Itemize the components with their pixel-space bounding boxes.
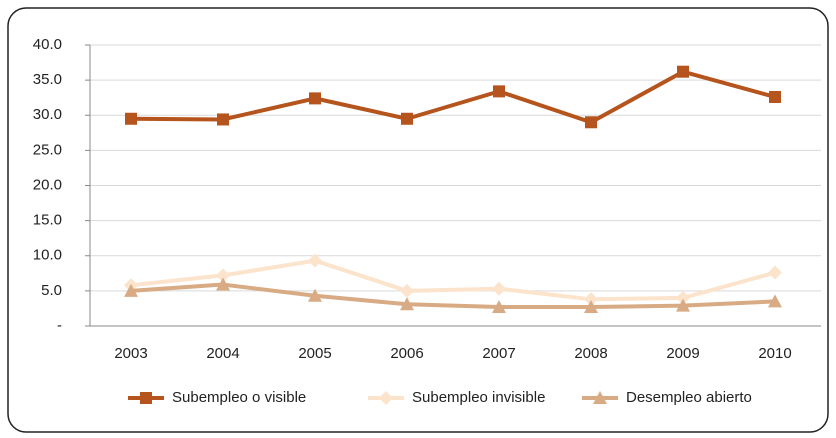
y-tick-label: 20.0: [33, 176, 62, 193]
data-point: [492, 281, 506, 296]
data-point: [677, 65, 689, 78]
x-tick-label: 2010: [758, 345, 791, 362]
data-point: [768, 294, 782, 308]
data-point: [401, 112, 413, 125]
x-tick-label: 2003: [114, 345, 147, 362]
legend-marker: [379, 391, 393, 405]
y-tick-label: 30.0: [33, 106, 62, 123]
data-point: [400, 283, 414, 298]
data-point: [676, 298, 690, 312]
data-point: [584, 300, 598, 314]
data-point: [217, 113, 229, 126]
x-tick-label: 2004: [206, 345, 239, 362]
y-tick-label: 5.0: [41, 282, 62, 299]
series-line: [130, 69, 776, 125]
data-point: [493, 85, 505, 98]
x-tick-label: 2008: [574, 345, 607, 362]
x-tick-label: 2009: [666, 345, 699, 362]
legend-label: Desempleo abierto: [626, 389, 752, 406]
y-tick-label: 25.0: [33, 141, 62, 158]
chart-frame: [7, 7, 829, 433]
data-point: [124, 283, 138, 297]
data-point: [308, 253, 322, 268]
data-point: [308, 288, 322, 302]
data-point: [309, 92, 321, 105]
legend-marker: [593, 391, 607, 404]
data-point: [584, 292, 598, 307]
y-tick-label: -: [57, 317, 62, 334]
legend-label: Subempleo o visible: [172, 389, 306, 406]
y-tick-label: 15.0: [33, 212, 62, 229]
series-line: [130, 282, 776, 310]
y-tick-label: 10.0: [33, 247, 62, 264]
data-point: [216, 268, 230, 283]
data-point: [216, 277, 230, 291]
legend-label: Subempleo invisible: [412, 389, 545, 406]
x-tick-label: 2005: [298, 345, 331, 362]
data-point: [676, 290, 690, 305]
data-point: [768, 265, 782, 280]
y-tick-label: 35.0: [33, 71, 62, 88]
legend-marker: [140, 392, 152, 404]
data-point: [585, 116, 597, 129]
data-point: [400, 297, 414, 311]
x-tick-label: 2007: [482, 345, 515, 362]
data-point: [492, 300, 506, 314]
data-point: [769, 90, 781, 103]
y-tick-label: 40.0: [33, 36, 62, 53]
data-point: [125, 112, 137, 125]
series-line: [130, 258, 776, 302]
x-tick-label: 2006: [390, 345, 423, 362]
